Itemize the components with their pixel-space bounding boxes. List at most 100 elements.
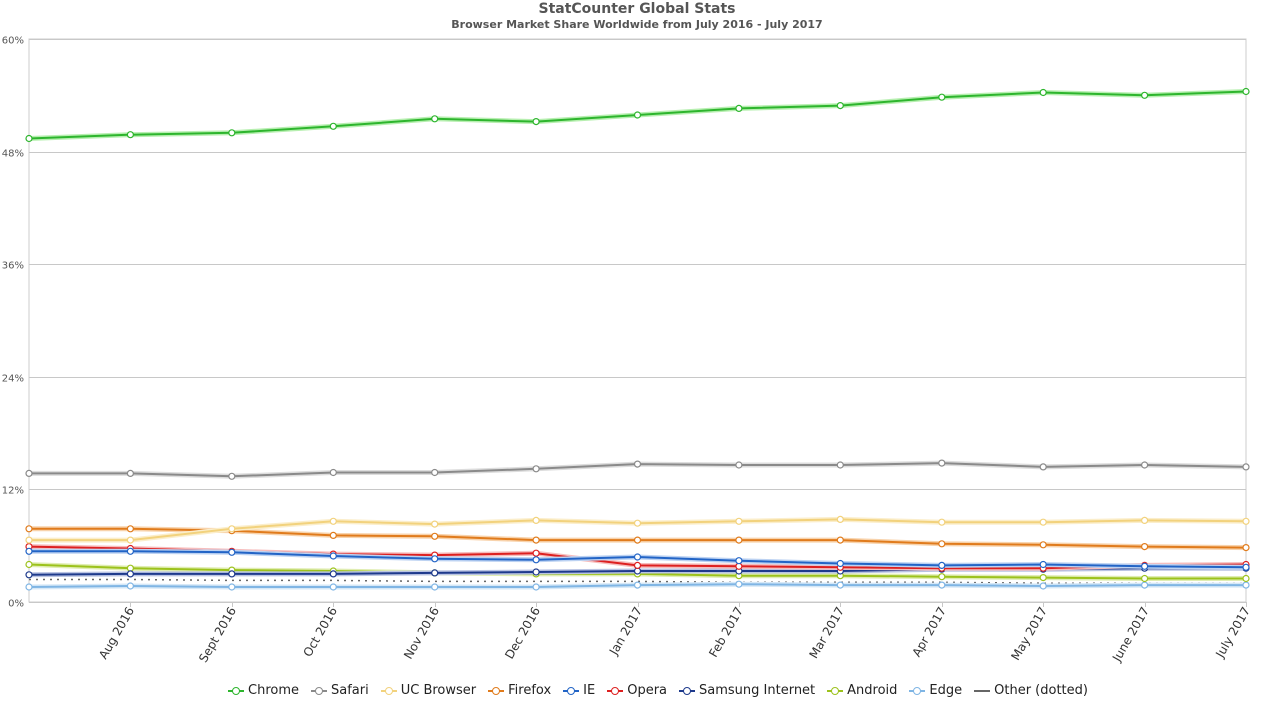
chart-subtitle: Browser Market Share Worldwide from July… [451,18,823,31]
x-tick-label: Jan 2017 [606,605,645,659]
data-point-ie [1242,563,1250,571]
data-point-edge [836,581,844,589]
data-point-android [1039,573,1047,582]
data-point-samsung-internet [25,571,33,579]
plot-frame [28,38,1247,603]
legend-label: Samsung Internet [699,683,816,698]
data-point-firefox [25,525,33,533]
x-tick-label: Nov 2016 [401,605,442,662]
data-point-firefox [431,532,439,540]
legend-item-safari[interactable]: Safari [311,683,369,698]
data-point-safari [228,472,236,480]
legend-item-ie[interactable]: IE [563,683,595,698]
legend-label: Firefox [508,683,552,698]
data-point-samsung-internet [431,569,439,577]
data-point-ie [329,552,337,560]
data-point-chrome [1242,87,1250,96]
data-point-android [126,564,134,572]
legend-swatch-icon [909,686,926,696]
legend-item-other-dotted[interactable]: Other (dotted) [974,683,1088,698]
data-point-safari [25,469,33,477]
data-point-chrome [532,117,540,126]
legend-marker-icon [232,686,240,695]
data-point-safari [431,468,439,477]
chart-legend: Chrome Safari UC Browser Firefox IE Opera Sams… [0,683,1280,698]
legend-item-uc-browser[interactable]: UC Browser [380,683,476,698]
data-point-safari [1039,463,1047,471]
data-point-uc-browser [735,517,743,525]
data-point-chrome [126,131,134,139]
y-tick-label: 48% [2,149,24,160]
x-tick-label: Aug 2016 [96,605,137,662]
legend-item-edge[interactable]: Edge [909,683,962,698]
data-point-samsung-internet [126,570,134,578]
data-point-firefox [735,536,743,544]
legend-swatch-icon [563,686,580,696]
data-point-firefox [1039,541,1047,549]
data-point-edge [329,583,337,591]
data-point-edge [1140,581,1149,589]
legend-swatch-icon [827,686,844,696]
data-point-chrome [836,101,844,110]
data-point-firefox [532,536,540,544]
data-point-chrome [25,134,33,143]
data-point-edge [228,583,236,591]
data-point-edge [938,581,946,589]
line-chart: 0% 12% 24% 36% 48% 60% Aug 2016 Sept 2016 Oct 20… [2,36,1253,665]
y-tick-label: 12% [2,486,24,497]
data-point-ie [735,557,743,565]
data-point-safari [836,461,844,469]
data-point-ie [228,548,236,556]
data-point-safari [532,465,540,473]
y-tick-label: 24% [2,374,24,385]
data-point-firefox [1242,543,1250,552]
legend-marker-icon [492,686,501,695]
data-point-firefox [938,540,946,548]
legend-marker-icon [384,686,393,695]
legend-swatch-icon [228,686,244,696]
legend-label: IE [583,683,596,698]
data-point-android [1140,574,1149,583]
legend-label: Android [847,683,898,698]
data-point-edge [1242,581,1250,589]
data-point-chrome [1140,91,1149,99]
legend-item-android[interactable]: Android [827,683,897,698]
legend-marker-icon [567,686,576,695]
legend-marker-icon [611,686,620,695]
legend-swatch-icon [607,686,624,696]
legend-swatch-icon [380,686,397,696]
data-point-ie [431,555,439,563]
legend-item-opera[interactable]: Opera [607,683,667,698]
data-point-ie [126,547,134,555]
data-point-chrome [228,129,236,137]
y-tick-label: 60% [2,36,24,47]
data-point-firefox [126,525,134,533]
legend-item-chrome[interactable]: Chrome [228,683,299,698]
data-point-firefox [1140,542,1149,551]
data-point-uc-browser [1242,517,1250,525]
data-point-chrome [329,122,337,130]
data-point-ie [836,559,844,568]
data-point-firefox [329,531,337,540]
legend-swatch-icon [488,686,505,696]
data-point-firefox [836,536,844,544]
data-point-chrome [431,115,439,123]
legend-item-samsung-internet[interactable]: Samsung Internet [679,683,815,698]
data-point-opera [633,561,642,570]
legend-marker-icon [831,686,840,695]
data-point-edge [633,581,642,589]
data-point-uc-browser [1039,518,1047,526]
data-point-edge [25,583,33,591]
data-point-uc-browser [431,520,439,528]
data-point-uc-browser [633,519,642,527]
data-point-uc-browser [938,518,946,526]
y-tick-label: 0% [8,599,24,610]
data-point-safari [329,468,337,477]
legend-marker-icon [683,686,692,695]
data-point-safari [938,459,946,467]
legend-item-firefox[interactable]: Firefox [488,683,551,698]
data-point-ie [938,561,946,570]
y-tick-label: 36% [2,261,24,272]
data-point-samsung-internet [532,568,540,576]
data-point-edge [126,582,134,590]
